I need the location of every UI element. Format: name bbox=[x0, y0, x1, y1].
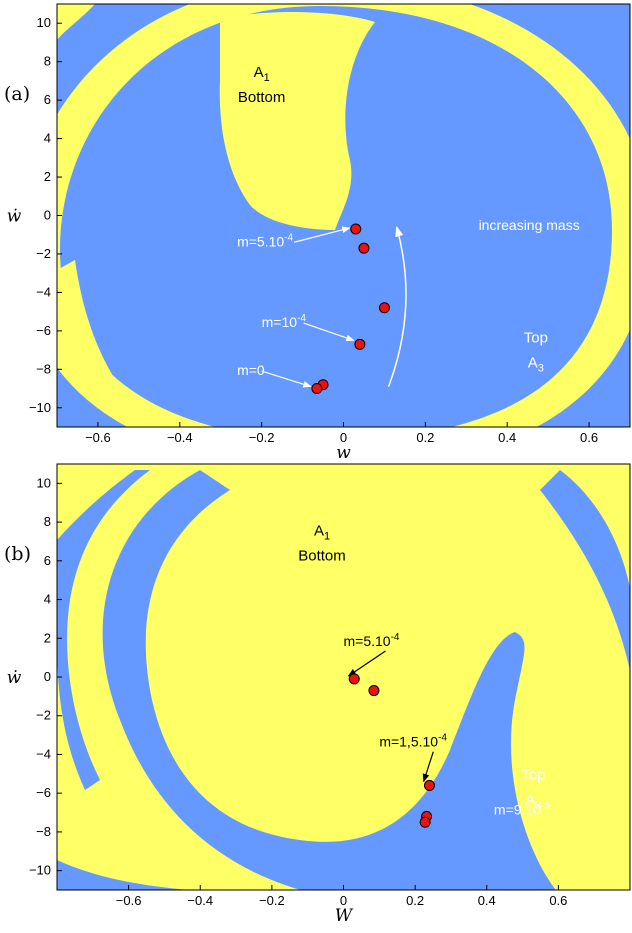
x-tick-label: −0.6 bbox=[85, 430, 111, 445]
region-label-a3: A3 bbox=[525, 792, 541, 812]
annotation-arrow bbox=[303, 322, 355, 342]
y-tick-label: 6 bbox=[44, 553, 51, 568]
basin-map-a bbox=[57, 4, 630, 427]
x-tick-label: −0.2 bbox=[249, 430, 275, 445]
annotation-label: m=10-4 bbox=[262, 313, 307, 330]
panel-a: −0.6 −0.4 −0.2 0 0.2 0.4 0.6 10 8 6 4 2 0 −2 −4 −6 −8 −10… bbox=[4, 3, 631, 463]
marks-a: A1 Bottom Top A3 m=5.10-4 m=10-4 m=0 increasing… bbox=[237, 64, 580, 395]
data-point bbox=[350, 223, 362, 235]
x-tick-label: 0.2 bbox=[406, 893, 424, 908]
annotation-arrow bbox=[293, 226, 351, 243]
basin-top-lowerleft-b bbox=[57, 860, 190, 890]
basin-top-outer-left-b bbox=[57, 470, 150, 790]
data-point bbox=[358, 242, 370, 254]
y-tick-label: −2 bbox=[36, 708, 51, 723]
y-tick-label: 0 bbox=[44, 208, 51, 223]
y-tick-label: 2 bbox=[44, 630, 51, 645]
y-tick-label: −10 bbox=[29, 863, 51, 878]
basin-top-spiral-b bbox=[102, 470, 557, 890]
data-point bbox=[354, 338, 366, 350]
y-tick-label: −6 bbox=[36, 323, 51, 338]
y-tick-label: 2 bbox=[44, 169, 51, 184]
x-tick-label: 0 bbox=[340, 430, 347, 445]
y-tick-label: 10 bbox=[37, 475, 51, 490]
x-tick-label: 0.4 bbox=[498, 430, 516, 445]
basin-bottom-topleft-a bbox=[57, 4, 95, 40]
data-point bbox=[378, 302, 390, 314]
y-tick-label: −8 bbox=[36, 361, 51, 376]
axes-a: −0.6 −0.4 −0.2 0 0.2 0.4 0.6 10 8 6 4 2 0 −2 −4 −6 −8 −10… bbox=[4, 15, 598, 463]
x-axis-label: w bbox=[336, 443, 351, 463]
region-label-a1: A1 bbox=[314, 523, 330, 543]
annotation-label: m=1,5.10-4 bbox=[379, 733, 447, 750]
x-tick-label: 0.2 bbox=[416, 430, 434, 445]
panel-b: −0.6 −0.4 −0.2 0 0.2 0.4 0.6 10 8 6 4 2 0 −2 −4 −6 −8 −10… bbox=[4, 463, 631, 926]
increasing-mass-arrow bbox=[387, 226, 407, 387]
y-tick-label: 6 bbox=[44, 92, 51, 107]
y-tick-label: 4 bbox=[44, 131, 51, 146]
y-axis-label: ẇ bbox=[7, 668, 22, 688]
annotation-label: increasing mass bbox=[479, 217, 580, 233]
basin-top-outer-right-b bbox=[540, 470, 630, 671]
marks-b: A1 Bottom Top A3 m=5.10-4 m=1,5.10-4 m=9.10-5 bbox=[298, 523, 550, 828]
data-point bbox=[368, 685, 380, 697]
annotation-label: m=5.10-4 bbox=[344, 632, 400, 649]
y-tick-label: −2 bbox=[36, 246, 51, 261]
y-tick-label: 10 bbox=[37, 15, 51, 30]
data-point bbox=[419, 816, 431, 828]
y-axis-label: ẇ bbox=[7, 207, 22, 227]
region-label-top: Top bbox=[524, 329, 548, 346]
annotation-label: m=5.10-4 bbox=[237, 232, 293, 249]
annotation-label: m=9.10-5 bbox=[494, 800, 550, 817]
y-tick-label: −8 bbox=[36, 824, 51, 839]
annotation-arrow bbox=[347, 650, 386, 677]
x-tick-label: 0.6 bbox=[549, 893, 567, 908]
x-tick-label: 0 bbox=[340, 893, 347, 908]
y-tick-label: −10 bbox=[29, 400, 51, 415]
x-tick-label: −0.4 bbox=[167, 430, 193, 445]
x-tick-label: −0.4 bbox=[187, 893, 213, 908]
region-label-a3: A3 bbox=[528, 354, 544, 374]
region-label-top: Top bbox=[521, 767, 545, 784]
y-tick-label: 8 bbox=[44, 514, 51, 529]
x-tick-label: 0.6 bbox=[580, 430, 598, 445]
y-tick-label: −6 bbox=[36, 785, 51, 800]
basin-bottom-left-strip-a bbox=[57, 260, 157, 427]
x-tick-label: −0.2 bbox=[259, 893, 285, 908]
basin-map-b bbox=[57, 464, 630, 890]
data-point bbox=[348, 673, 360, 685]
y-tick-label: 0 bbox=[44, 669, 51, 684]
basin-bottom-lobe-a bbox=[219, 12, 375, 230]
x-axis-label: W bbox=[335, 906, 354, 926]
region-label-a1: A1 bbox=[254, 64, 270, 84]
axes-b: −0.6 −0.4 −0.2 0 0.2 0.4 0.6 10 8 6 4 2 0 −2 −4 −6 −8 −10… bbox=[4, 475, 567, 926]
panel-label: (b) bbox=[4, 543, 31, 565]
x-tick-label: 0.4 bbox=[478, 893, 496, 908]
annotation-arrow bbox=[422, 751, 434, 783]
panel-label: (a) bbox=[4, 83, 30, 105]
y-tick-label: −4 bbox=[36, 746, 51, 761]
data-point bbox=[423, 779, 435, 791]
y-tick-label: −4 bbox=[36, 284, 51, 299]
y-tick-label: 4 bbox=[44, 592, 51, 607]
y-tick-label: 8 bbox=[44, 54, 51, 69]
region-label-bottom: Bottom bbox=[298, 548, 346, 565]
annotation-arrow bbox=[261, 370, 312, 388]
annotation-label: m=0 bbox=[237, 362, 265, 378]
region-label-bottom: Bottom bbox=[238, 89, 286, 106]
x-tick-label: −0.6 bbox=[116, 893, 142, 908]
data-point bbox=[311, 383, 323, 395]
